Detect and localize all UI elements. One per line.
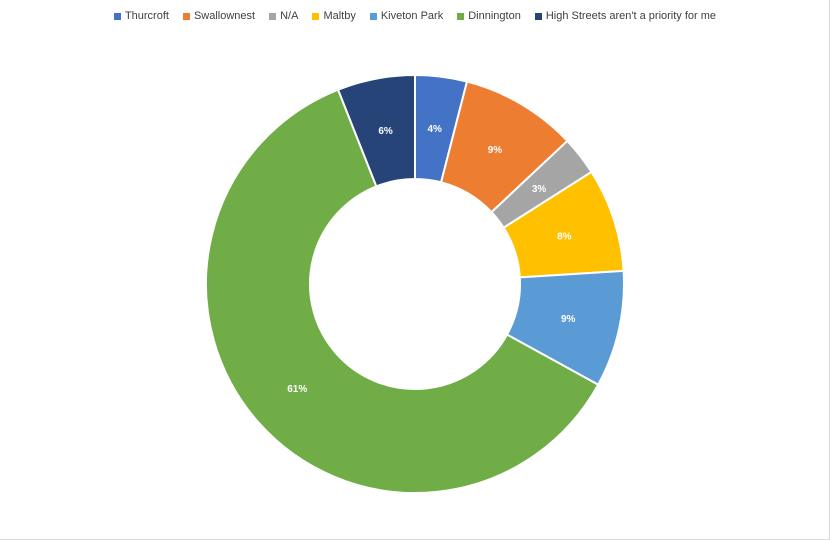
slice-data-label: 3% — [532, 184, 547, 195]
legend-item: Kiveton Park — [369, 10, 444, 22]
donut-slice — [205, 88, 600, 494]
slice-data-label: 4% — [427, 124, 442, 135]
legend-item: Maltby — [312, 10, 356, 22]
legend-swatch — [269, 12, 277, 20]
legend-label: Kiveton Park — [380, 10, 444, 22]
legend-label: High Streets aren't a priority for me — [545, 10, 717, 22]
slice-data-label: 9% — [561, 314, 576, 325]
legend-swatch — [312, 12, 320, 20]
legend-swatch — [457, 12, 465, 20]
legend-label: Dinnington — [468, 10, 521, 22]
legend-item: Swallownest — [182, 10, 256, 22]
slice-data-label: 61% — [287, 384, 307, 395]
donut-slice — [336, 73, 416, 188]
legend: Thurcroft Swallownest N/A Maltby Kiveton Par… — [0, 10, 830, 22]
legend-item: High Streets aren't a priority for me — [534, 10, 717, 22]
legend-label: Thurcroft — [124, 10, 169, 22]
slice-data-label: 8% — [557, 231, 572, 242]
legend-swatch — [113, 12, 121, 20]
legend-swatch — [534, 12, 542, 20]
slice-data-label: 9% — [488, 145, 503, 156]
legend-swatch — [369, 12, 377, 20]
slice-data-label: 6% — [378, 126, 393, 137]
legend-label: N/A — [280, 10, 299, 22]
legend-label: Maltby — [323, 10, 356, 22]
legend-label: Swallownest — [193, 10, 256, 22]
legend-item: N/A — [269, 10, 298, 22]
legend-item: Dinnington — [457, 10, 521, 22]
legend-item: Thurcroft — [113, 10, 169, 22]
legend-swatch — [182, 12, 190, 20]
